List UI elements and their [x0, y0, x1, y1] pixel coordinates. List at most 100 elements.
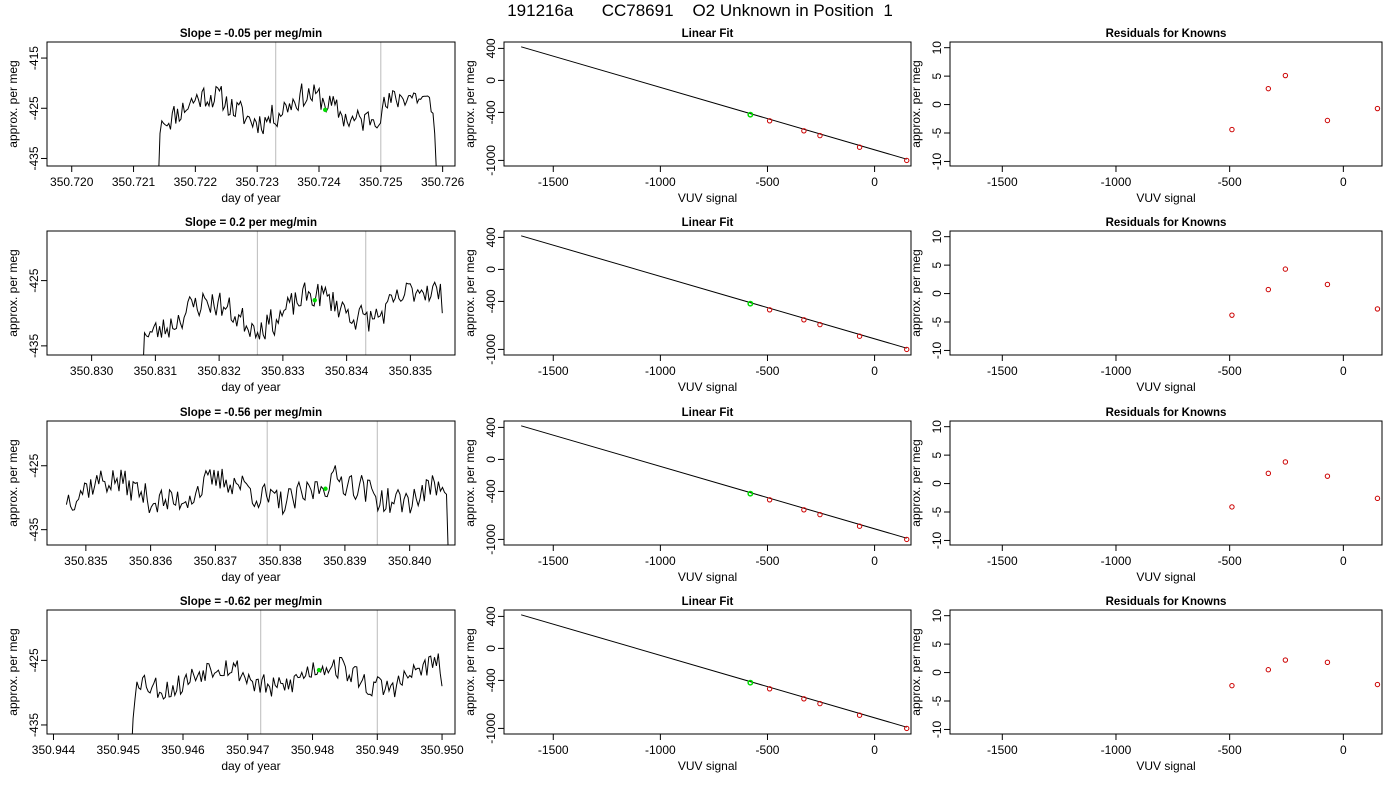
panel-2-1: Slope = 0.2 per meg/min 350.830 350.831 350…	[6, 217, 456, 394]
plot-frame	[46, 420, 456, 546]
known-point	[817, 321, 823, 328]
unknown-point	[747, 300, 754, 307]
residual-point	[1265, 286, 1272, 293]
panel-title: Slope = -0.05 per meg/min	[180, 28, 322, 40]
x-tick-label: 0	[1340, 554, 1347, 568]
x-tick-label: 350.838	[258, 554, 302, 568]
residual-point	[1229, 504, 1235, 510]
known-point	[801, 128, 807, 134]
y-tick-label: -435	[27, 713, 41, 737]
x-tick-label: 350.948	[291, 743, 335, 757]
y-tick-label: -5	[930, 316, 944, 327]
x-axis-label: VUV signal	[1136, 759, 1195, 773]
y-axis-label: approx. per meg	[6, 249, 20, 336]
x-tick-label: -1000	[1101, 554, 1132, 568]
residual-point	[1282, 266, 1289, 272]
x-tick-label: 350.720	[50, 175, 94, 189]
y-tick-label: 10	[930, 609, 944, 623]
y-tick-label: -1000	[484, 524, 498, 555]
signal-trace	[143, 281, 443, 355]
known-point	[801, 696, 807, 702]
y-tick-label: -5	[930, 506, 944, 517]
y-axis-label: approx. per meg	[909, 439, 923, 526]
y-tick-label: -5	[930, 127, 944, 138]
y-tick-label: 5	[930, 261, 944, 268]
y-tick-label: -400	[484, 289, 498, 313]
panel-3-3: Residuals for Knowns -1500 -1000 -500 0 10 5 0 -…	[909, 407, 1383, 584]
residual-point	[1324, 659, 1331, 666]
unknown-point	[747, 679, 754, 686]
x-tick-label: -1500	[538, 743, 569, 757]
panel-title: Linear Fit	[682, 596, 734, 608]
panel-title: Linear Fit	[682, 407, 734, 419]
x-axis-label: VUV signal	[678, 191, 737, 205]
x-tick-label: 350.837	[194, 554, 238, 568]
residual-point	[1265, 85, 1272, 92]
x-tick-label: -500	[755, 364, 779, 378]
plot-area	[520, 425, 910, 543]
plot-frame	[503, 420, 912, 546]
signal-trace	[65, 465, 449, 545]
residual-point	[1229, 312, 1235, 318]
known-point	[766, 497, 773, 503]
x-tick-label: 0	[871, 554, 878, 568]
panel-title: Linear Fit	[682, 217, 734, 229]
residual-point	[1374, 681, 1381, 688]
y-tick-label: -415	[27, 46, 41, 70]
y-tick-label: -5	[930, 695, 944, 706]
x-tick-label: -1500	[538, 554, 569, 568]
unknown-point	[747, 490, 754, 497]
y-tick-label: -435	[27, 146, 41, 170]
plot-area	[158, 42, 437, 166]
x-tick-label: 350.725	[359, 175, 403, 189]
x-tick-label: -1000	[645, 554, 676, 568]
panel-2-2: Linear Fit-1500 -1000 -500 04000-400-1000VU…	[463, 217, 912, 394]
fit-line	[520, 46, 907, 160]
x-tick-label: -500	[755, 554, 779, 568]
y-tick-label: -425	[27, 453, 41, 477]
y-tick-label: -10	[930, 720, 944, 738]
x-tick-label: 350.726	[421, 175, 465, 189]
plot-area	[1229, 72, 1381, 133]
x-tick-label: -500	[755, 743, 779, 757]
x-tick-label: 350.832	[197, 364, 241, 378]
residual-point	[1282, 72, 1289, 79]
y-tick-label: -1000	[484, 145, 498, 176]
plot-area	[520, 614, 910, 732]
panel-4-3: Residuals for Knowns -1500 -1000 -500 0 10 5 0 -…	[909, 596, 1383, 773]
y-tick-label: -400	[484, 100, 498, 124]
x-tick-label: -1500	[987, 175, 1018, 189]
signal-trace	[158, 83, 437, 166]
x-tick-label: -1000	[1101, 743, 1132, 757]
plot-area	[131, 610, 443, 734]
x-axis-label: day of year	[221, 380, 280, 394]
known-point	[766, 118, 773, 124]
plot-frame	[503, 41, 912, 167]
residual-point	[1374, 306, 1381, 312]
x-tick-label: -1500	[987, 554, 1018, 568]
y-tick-label: -425	[27, 96, 41, 120]
x-tick-label: 0	[1340, 364, 1347, 378]
x-axis-label: day of year	[221, 191, 280, 205]
x-tick-label: -500	[1218, 554, 1242, 568]
y-tick-label: 0	[484, 266, 498, 273]
x-tick-label: -500	[1218, 364, 1242, 378]
x-axis-label: VUV signal	[1136, 380, 1195, 394]
panel-title: Slope = -0.56 per meg/min	[180, 407, 322, 419]
y-tick-label: 5	[930, 72, 944, 79]
y-tick-label: 0	[484, 645, 498, 652]
residual-point	[1374, 105, 1381, 112]
residual-point	[1282, 657, 1289, 663]
y-tick-label: -425	[27, 648, 41, 672]
x-tick-label: 350.839	[323, 554, 367, 568]
y-tick-label: 400	[484, 606, 498, 626]
x-tick-label: 350.835	[389, 364, 433, 378]
signal-trace	[131, 653, 443, 734]
y-axis-label: approx. per meg	[909, 249, 923, 336]
x-axis-label: VUV signal	[678, 759, 737, 773]
residual-point	[1265, 470, 1272, 477]
panel-title: Slope = -0.62 per meg/min	[180, 596, 322, 608]
x-tick-label: 350.947	[226, 743, 270, 757]
x-tick-label: 350.834	[325, 364, 369, 378]
y-tick-label: -425	[27, 268, 41, 292]
